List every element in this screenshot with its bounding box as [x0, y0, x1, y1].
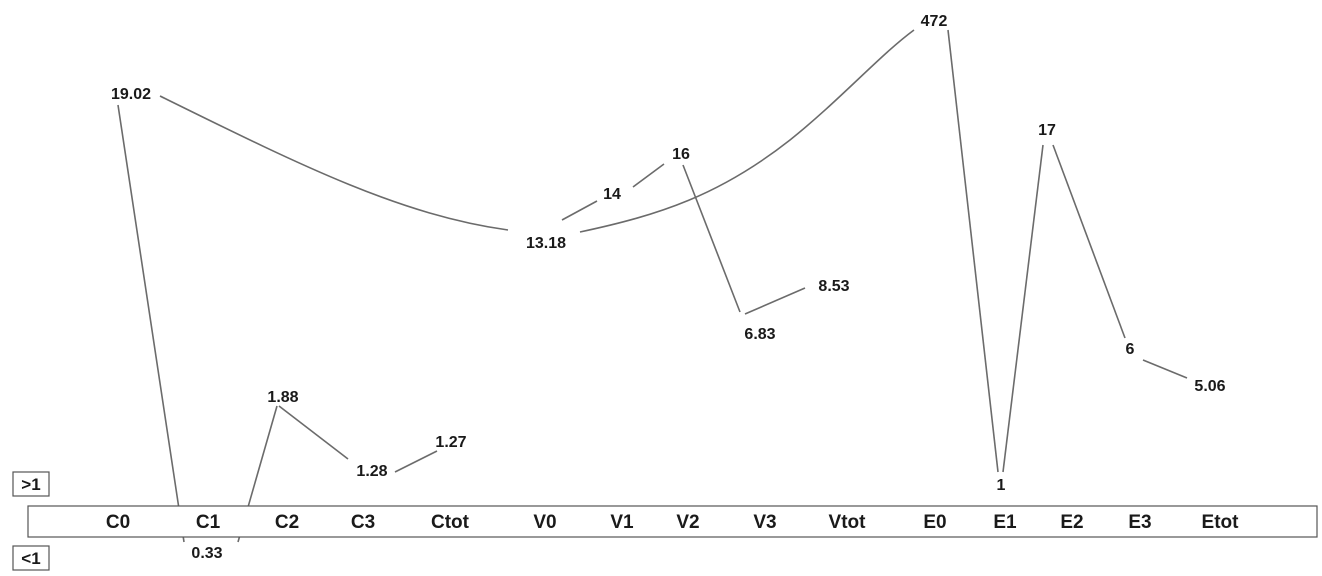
- series-line-e1-e2: [1002, 144, 1044, 473]
- point-label-v2: 16: [672, 146, 690, 163]
- category-label-e3: E3: [1128, 512, 1151, 533]
- category-label-v2: V2: [676, 512, 699, 533]
- series-line-v1-v2: [632, 163, 665, 188]
- below-one-label: <1: [21, 549, 40, 568]
- point-label-e0: 472: [921, 13, 948, 30]
- category-axis-box: [27, 505, 1318, 538]
- series-line-e0-e1: [947, 29, 999, 473]
- category-label-e2: E2: [1060, 512, 1083, 533]
- series-line-overall: [159, 29, 915, 233]
- below-one-box: [12, 545, 50, 571]
- point-label-v3: 6.83: [744, 326, 775, 343]
- point-label-c2: 1.88: [267, 389, 298, 406]
- point-label-ctot: 1.27: [435, 434, 466, 451]
- category-label-c1: C1: [196, 512, 221, 533]
- category-label-v3: V3: [753, 512, 776, 533]
- point-label-vtot: 8.53: [818, 278, 849, 295]
- category-label-e1: E1: [993, 512, 1017, 533]
- series-line-e3-etot: [1142, 359, 1188, 379]
- above-one-label: >1: [21, 475, 40, 494]
- series-line-c0-c1: [117, 104, 185, 543]
- point-label-etot: 5.06: [1194, 378, 1225, 395]
- category-label-v0: V0: [533, 512, 556, 533]
- above-one-box: [12, 471, 50, 497]
- category-axis: [27, 505, 1318, 538]
- series-line-v3-vtot: [744, 287, 806, 315]
- series-line-v0-v1: [561, 200, 598, 221]
- point-label-e1: 1: [997, 477, 1006, 494]
- point-labels: 19.020.331.881.281.2713.1814166.838.5347…: [111, 13, 1226, 562]
- category-label-c0: C0: [106, 512, 130, 533]
- point-label-v0: 13.18: [526, 235, 566, 252]
- series-line-c3-ctot: [394, 450, 438, 473]
- point-label-c1: 0.33: [191, 545, 222, 562]
- series-line-e2-e3: [1052, 144, 1126, 339]
- series-lines: [117, 29, 1188, 543]
- series-line-c2-c3: [278, 405, 349, 460]
- category-label-e0: E0: [923, 512, 946, 533]
- point-label-e2: 17: [1038, 122, 1056, 139]
- category-label-v1: V1: [610, 512, 634, 533]
- point-label-c3: 1.28: [356, 463, 387, 480]
- point-label-e3: 6: [1126, 341, 1135, 358]
- category-label-c2: C2: [275, 512, 299, 533]
- point-label-c0: 19.02: [111, 86, 151, 103]
- band-markers: >1 <1: [12, 471, 50, 571]
- category-label-c3: C3: [351, 512, 375, 533]
- category-label-ctot: Ctot: [431, 512, 470, 533]
- category-labels: C0 C1 C2 C3 Ctot V0 V1 V2 V3 Vtot E0 E1 E2 E3 Etot: [106, 512, 1239, 533]
- point-label-v1: 14: [603, 186, 621, 203]
- category-label-etot: Etot: [1202, 512, 1240, 533]
- category-label-vtot: Vtot: [829, 512, 867, 533]
- series-line-v2-v3: [682, 164, 741, 313]
